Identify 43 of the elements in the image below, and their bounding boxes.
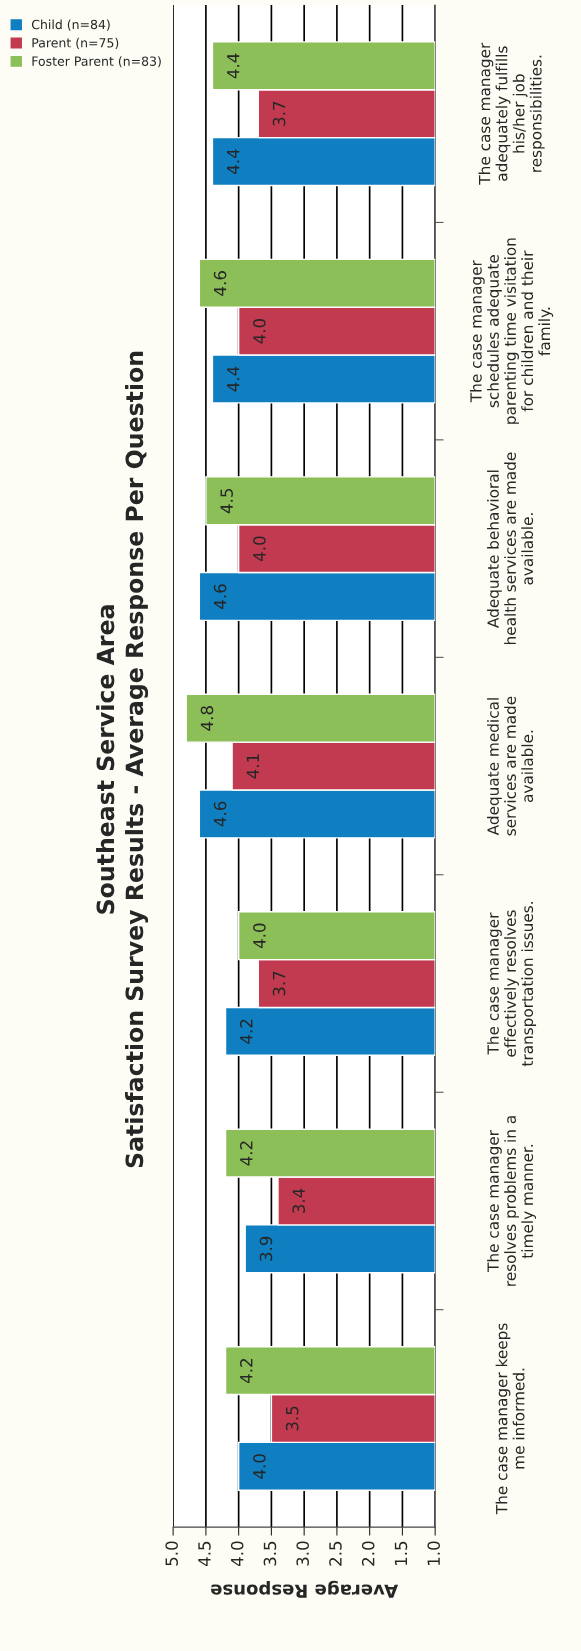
y-tick-label: The case manager adequately fulfills his/her job responsibilities. — [478, 42, 545, 185]
data-label: 4.8 — [200, 706, 214, 731]
data-label: 4.4 — [227, 53, 240, 79]
text: Southeast Service Area — [96, 605, 115, 914]
data-label: 4.0 — [253, 319, 266, 344]
data-label: 4.1 — [246, 754, 259, 779]
x-tick-label: 4.5 — [198, 1541, 211, 1567]
x-axis-title: Average Response — [211, 1580, 399, 1598]
data-label: 3.7 — [272, 101, 286, 126]
y-tick-label: The case manager effectively resolves transportation issues. — [487, 902, 537, 1067]
data-label: 3.7 — [272, 971, 286, 996]
data-label: 4.4 — [227, 149, 240, 174]
data-label: 4.2 — [240, 1019, 253, 1044]
x-tick-label: 1.5 — [394, 1541, 408, 1566]
y-tick-label: Adequate medical services are made available. — [487, 696, 534, 836]
legend-label: Foster Parent (n=83) — [32, 56, 161, 68]
data-label: 4.0 — [253, 536, 266, 562]
y-tick-label: The case manager schedules adequate parenting time visitation for children and their family. — [469, 238, 554, 424]
x-tick-label: 1.0 — [427, 1541, 440, 1566]
data-label: 4.6 — [213, 271, 227, 296]
x-tick-label: 2.5 — [329, 1541, 342, 1566]
x-tick-label: 4.0 — [230, 1541, 244, 1567]
x-tick-label: 3.0 — [296, 1541, 309, 1566]
data-label: 3.4 — [292, 1188, 306, 1213]
data-label: 3.5 — [285, 1406, 299, 1431]
data-label: 4.2 — [240, 1359, 253, 1384]
data-label: 4.6 — [213, 584, 227, 609]
legend-label: Child (n=84) — [31, 19, 110, 31]
data-label: 4.0 — [253, 1454, 266, 1479]
data-label: 4.0 — [253, 923, 266, 949]
text: Satisfaction Survey Results - Average Response Per Question — [125, 351, 149, 1168]
y-tick-label: The case manager resolves problems in a timely manner. — [487, 1116, 537, 1286]
data-label: 4.5 — [220, 488, 233, 514]
y-tick-label: The case manager keeps me informed. — [495, 1323, 525, 1515]
y-tick-label: Adequate behavioral health services are made available. — [487, 452, 534, 645]
x-tick-label: 3.5 — [263, 1541, 277, 1566]
legend-label: Parent (n=75) — [32, 37, 119, 49]
data-label: 4.4 — [227, 366, 240, 392]
x-tick-label: 5.0 — [165, 1541, 178, 1566]
x-tick-label: 2.0 — [361, 1541, 375, 1566]
data-label: 4.6 — [213, 801, 227, 827]
data-label: 4.2 — [240, 1141, 253, 1166]
data-label: 3.9 — [259, 1236, 273, 1261]
